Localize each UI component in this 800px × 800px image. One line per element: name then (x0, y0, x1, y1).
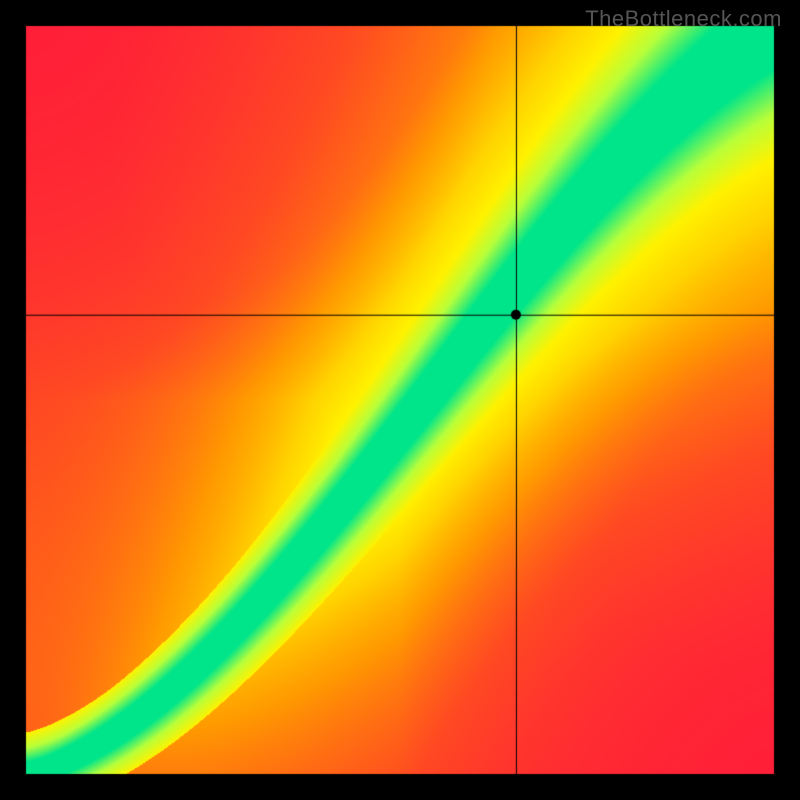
bottleneck-heatmap (0, 0, 800, 800)
watermark-text: TheBottleneck.com (585, 6, 782, 32)
